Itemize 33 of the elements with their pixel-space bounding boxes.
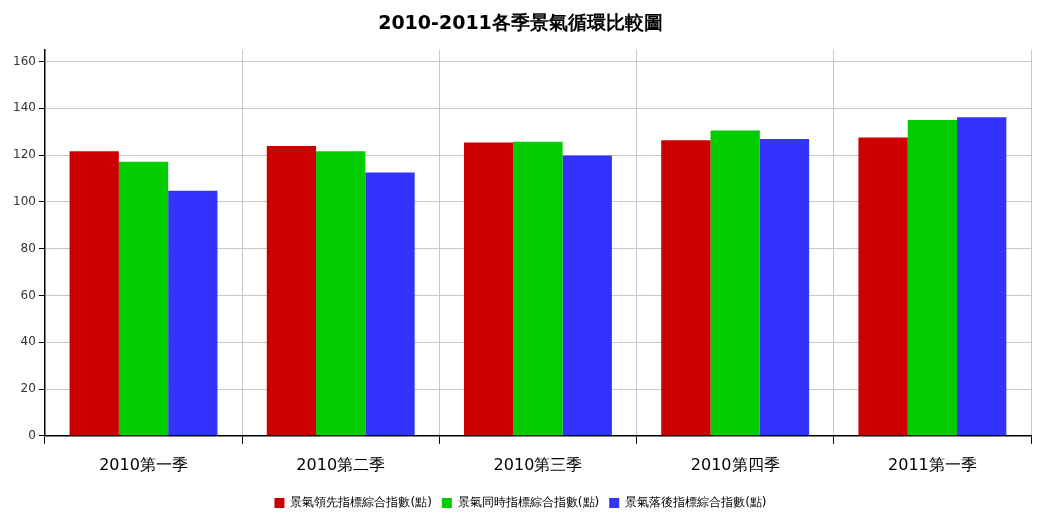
bar [69,151,119,436]
y-tick-label: 100 [13,193,36,208]
x-tick-label: 2010第二季 [296,454,386,474]
bar [266,145,317,436]
bar [168,190,218,436]
legend-label: 景氣同時指標綜合指數(點) [457,495,600,510]
x-tick-label: 2011第一季 [888,454,977,474]
bar [957,117,1007,436]
bar [316,151,366,436]
bar [365,172,415,436]
bar [907,119,958,436]
legend-label: 景氣落後指標綜合指數(點) [625,495,767,510]
bar [513,141,563,436]
y-tick-label: 80 [20,240,36,255]
y-tick-label: 60 [20,287,36,302]
y-tick-label: 40 [20,334,36,349]
y-tick-label: 120 [13,147,36,162]
bar [661,140,711,436]
bar [562,155,612,436]
x-tick-label: 2010第四季 [690,454,780,474]
x-tick-label: 2010第三季 [493,454,583,474]
y-tick-label: 20 [20,381,36,396]
bar [464,142,514,436]
bar [759,138,810,436]
bar [858,137,908,436]
legend-label: 景氣領先指標綜合指數(點) [290,495,432,510]
bar [710,130,760,436]
y-tick-label: 140 [13,100,36,115]
x-tick-label: 2010第一季 [99,454,188,474]
chart-title: 2010-2011各季景氣循環比較圖 [378,11,663,34]
y-tick-label: 160 [13,53,36,68]
bar [118,161,169,436]
y-tick-label: 0 [28,427,36,442]
